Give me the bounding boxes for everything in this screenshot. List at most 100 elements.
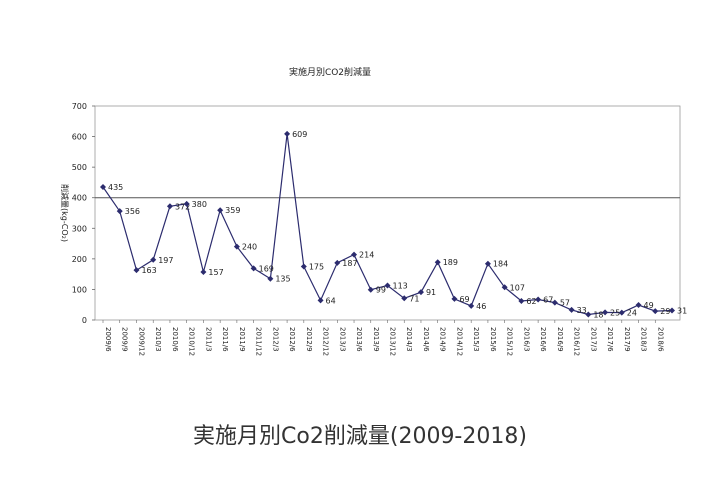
data-label: 24 [627,309,637,318]
x-tick-label: 2011/3 [204,327,212,352]
data-point [183,200,190,207]
line-chart: 実施月別CO2削減量 削減量(kg-CO₂) 0 100 200 300 400 500 6… [60,66,687,356]
data-label: 62 [526,297,536,306]
x-tick-label: 2018/3 [640,327,648,352]
chart-title: 実施月別CO2削減量 [289,66,371,78]
x-tick-label: 2009/9 [121,327,129,352]
data-point [250,265,257,272]
data-point [367,286,374,293]
data-label: 372 [175,202,190,211]
y-tick-label: 700 [72,102,87,111]
x-tick-label: 2014/3 [405,327,413,352]
data-point [150,256,157,263]
y-tick-label: 300 [72,224,87,233]
data-label: 187 [342,259,357,268]
data-point [468,302,475,309]
data-point [618,309,625,316]
data-point [484,260,491,267]
data-point [351,251,358,258]
data-label: 163 [141,266,156,275]
data-label: 69 [459,295,469,304]
data-label: 214 [359,251,374,260]
x-tick-label: 2016/12 [573,327,581,356]
data-point [317,297,324,304]
x-tick-label: 2009/12 [137,327,145,356]
data-point [401,295,408,302]
data-point [669,307,675,314]
data-point [501,284,508,291]
data-label: 359 [225,206,240,215]
x-tick-label: 2012/12 [322,327,330,356]
data-label: 49 [644,301,654,310]
data-point [116,208,123,215]
data-label: 113 [393,281,408,290]
x-tick-label: 2014/12 [455,327,463,356]
y-tick-label: 0 [82,316,87,325]
x-tick-label: 2016/9 [556,327,564,352]
data-point [233,243,240,250]
x-tick-label: 2011/12 [255,327,263,356]
data-point [200,269,207,276]
x-tick-label: 2010/6 [171,327,179,352]
data-point [602,309,609,316]
y-tick-label: 400 [72,194,87,203]
x-tick-label: 2013/12 [389,327,397,356]
data-label: 71 [409,294,419,303]
data-point [334,259,341,266]
data-point [384,282,391,289]
x-tick-label: 2016/6 [539,327,547,352]
data-label: 57 [560,299,570,308]
data-label: 64 [326,296,336,305]
y-axis-label: 削減量(kg-CO₂) [60,184,70,242]
x-tick-label: 2010/12 [188,327,196,356]
data-point [635,302,642,309]
data-point [166,203,173,210]
x-tick-label: 2017/9 [623,327,631,352]
data-point [551,299,558,306]
x-tick-label: 2009/6 [104,327,112,352]
x-tick-label: 2015/3 [472,327,480,352]
x-tick-label: 2017/3 [589,327,597,352]
data-point [284,130,291,137]
x-tick-label: 2014/9 [439,327,447,352]
data-label: 169 [259,264,274,273]
data-label: 157 [208,268,223,277]
data-label: 609 [292,130,307,139]
data-label: 99 [376,286,386,295]
data-point [267,275,274,282]
data-label: 184 [493,260,508,269]
x-tick-label: 2013/9 [372,327,380,352]
data-label: 380 [192,200,207,209]
data-label: 29 [660,307,670,316]
x-tick-label: 2017/6 [606,327,614,352]
data-point [568,306,575,313]
x-tick-label: 2013/3 [338,327,346,352]
data-label: 91 [426,288,436,297]
data-point [217,207,224,214]
data-label: 107 [510,283,525,292]
data-label: 67 [543,296,553,305]
data-label: 31 [677,307,687,316]
data-point [100,184,106,191]
plot-area: 0 100 200 300 400 500 600 700 2009/6 2009/9 2009/1… [72,102,687,356]
data-point [451,295,458,302]
data-label: 175 [309,263,324,272]
x-tick-label: 2014/6 [422,327,430,352]
data-point [434,259,441,266]
data-label: 189 [443,258,458,267]
data-label: 240 [242,243,257,252]
y-tick-label: 200 [72,255,87,264]
x-tick-label: 2013/6 [355,327,363,352]
x-tick-label: 2012/3 [271,327,279,352]
data-point [300,263,307,270]
x-tick-label: 2012/6 [288,327,296,352]
x-tick-label: 2015/6 [489,327,497,352]
x-tick-label: 2016/3 [522,327,530,352]
y-tick-label: 500 [72,163,87,172]
x-tick-label: 2011/6 [221,327,229,352]
data-label: 356 [125,207,140,216]
figure-caption: 実施月別Co2削減量(2009-2018) [193,424,527,449]
data-label: 25 [610,308,620,317]
data-point [133,267,140,274]
